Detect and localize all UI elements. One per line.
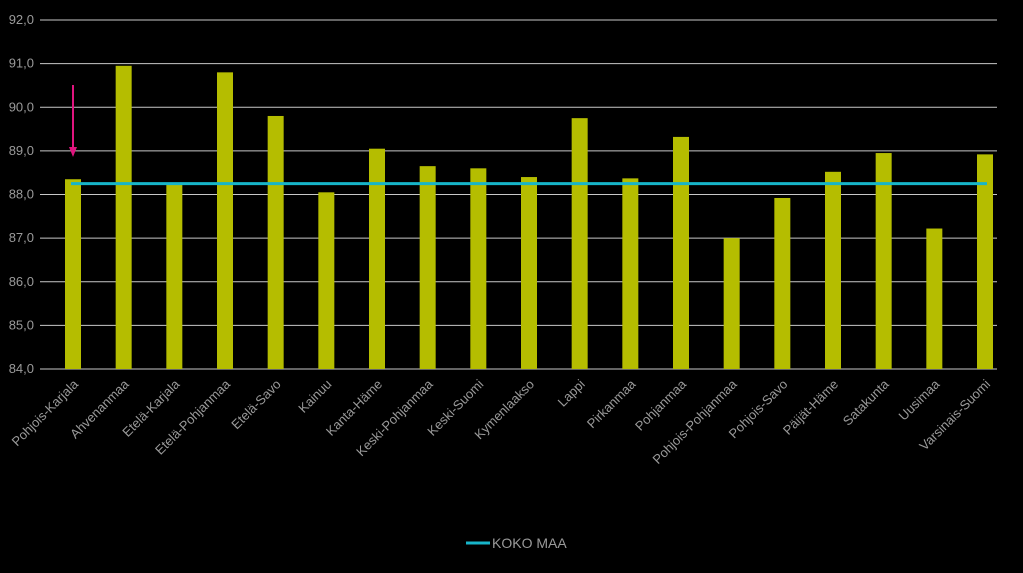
x-tick-label-etela-savo: Etelä-Savo (228, 377, 284, 433)
y-tick-label: 91,0 (9, 56, 34, 71)
bar-kanta-hame (369, 148, 385, 369)
bar-paijat-hame (825, 171, 841, 369)
y-tick-label: 89,0 (9, 143, 34, 158)
bar-varsinais-suomi (977, 154, 993, 369)
bar-keski-suomi (470, 168, 487, 369)
bar-kainuu (318, 192, 335, 369)
x-tick-label-satakunta: Satakunta (840, 376, 893, 429)
bar-kymenlaakso (521, 177, 537, 369)
x-tick-label-pirkanmaa: Pirkanmaa (584, 376, 639, 431)
y-tick-label: 86,0 (9, 274, 34, 289)
bar-pohjanmaa (673, 136, 689, 369)
bar-pohjois-savo (774, 197, 791, 369)
y-tick-label: 85,0 (9, 317, 34, 332)
bar-satakunta (875, 153, 892, 369)
bar-pohjois-karjala (65, 179, 81, 369)
annotation-group (69, 85, 77, 157)
x-tick-label-paijat-hame: Päijät-Häme (780, 377, 841, 438)
y-axis-ticks: 84,0 85,0 86,0 87,0 88,0 89,0 90,0 91,0 92,0 (9, 12, 34, 376)
bars (65, 65, 993, 370)
annotation-arrow-head (69, 147, 77, 157)
bar-pirkanmaa (622, 178, 639, 369)
bar-ahvenanmaa (115, 65, 132, 370)
x-tick-label-kainuu: Kainuu (295, 377, 334, 416)
bar-etela-pohjanmaa (217, 72, 233, 369)
legend: KOKO MAA (466, 535, 567, 551)
y-tick-label: 92,0 (9, 12, 34, 27)
bar-lappi (571, 118, 588, 369)
x-tick-label-lappi: Lappi (555, 376, 588, 409)
bar-pohjois-pohjanmaa (723, 238, 740, 369)
y-tick-label: 88,0 (9, 187, 34, 202)
y-tick-label: 84,0 (9, 361, 34, 376)
bar-keski-pohjanmaa (419, 166, 436, 369)
bar-etela-karjala (166, 183, 183, 369)
x-tick-label-pohjois-pohjanmaa: Pohjois-Pohjanmaa (649, 376, 740, 467)
gridlines (40, 19, 997, 370)
y-tick-label: 87,0 (9, 230, 34, 245)
x-tick-label-uusimaa: Uusimaa (896, 376, 943, 423)
y-tick-label: 90,0 (9, 99, 34, 114)
x-tick-label-pohjois-karjala: Pohjois-Karjala (9, 376, 82, 449)
bar-etela-savo (267, 115, 284, 369)
bar-uusimaa (926, 228, 943, 369)
x-axis-labels: Pohjois-KarjalaAhvenanmaaEtelä-KarjalaEt… (9, 376, 994, 467)
legend-label-koko-maa: KOKO MAA (492, 535, 567, 551)
